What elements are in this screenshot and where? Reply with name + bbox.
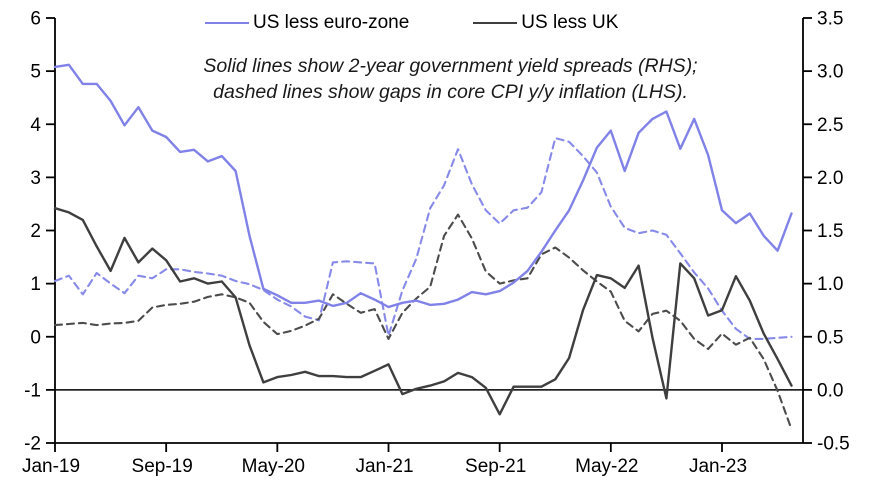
- left-axis-tick-label: 4: [30, 115, 41, 136]
- right-axis-tick-label: -0.5: [817, 434, 850, 455]
- left-axis-tick-label: -2: [24, 434, 41, 455]
- x-axis-tick-label: Sep-21: [465, 456, 526, 477]
- x-axis-tick-label: Jan-19: [22, 456, 80, 477]
- x-axis-tick-label: May-20: [242, 456, 305, 477]
- right-axis-tick-label: 0.0: [817, 380, 843, 401]
- legend-label: US less UK: [521, 12, 619, 33]
- right-axis-tick-label: 0.5: [817, 327, 843, 348]
- right-axis-tick-label: 3.0: [817, 62, 843, 83]
- series-line-yield-spread: [53, 206, 793, 416]
- chart-annotation: Solid lines show 2-year government yield…: [30, 53, 871, 105]
- chart-legend: US less euro-zone US less UK: [205, 12, 618, 34]
- series-line-cpi-gap: [53, 213, 793, 431]
- right-axis-tick-label: 1.0: [817, 274, 843, 295]
- x-axis-tick-label: Jan-23: [689, 456, 747, 477]
- right-axis-tick-label: 2.5: [817, 115, 843, 136]
- right-axis-tick-label: 1.5: [817, 221, 843, 242]
- annotation-line-2: dashed lines show gaps in core CPI y/y i…: [213, 81, 688, 103]
- x-axis-tick-label: Jan-21: [355, 456, 413, 477]
- series-line-cpi-gap: [53, 137, 793, 340]
- legend-item-us-less-uk: US less UK: [473, 12, 618, 34]
- legend-line-icon: [205, 22, 249, 24]
- left-axis-tick-label: 1: [30, 274, 41, 295]
- left-axis-tick-label: 0: [30, 327, 41, 348]
- left-axis-tick-label: 5: [30, 62, 41, 83]
- left-axis-tick-label: -1: [24, 380, 41, 401]
- legend-line-icon: [473, 22, 518, 24]
- legend-label: US less euro-zone: [253, 12, 410, 33]
- x-axis-tick-label: May-22: [575, 456, 638, 477]
- series-line-yield-spread: [53, 63, 793, 309]
- left-axis-tick-label: 6: [30, 9, 41, 30]
- annotation-line-1: Solid lines show 2-year government yield…: [203, 55, 698, 77]
- legend-item-us-less-euro-zone: US less euro-zone: [205, 12, 409, 34]
- right-axis-tick-label: 2.0: [817, 168, 843, 189]
- x-axis-tick-label: Sep-19: [132, 456, 193, 477]
- right-axis-tick-label: 3.5: [817, 9, 843, 30]
- left-axis-tick-label: 3: [30, 168, 41, 189]
- left-axis-tick-label: 2: [30, 221, 41, 242]
